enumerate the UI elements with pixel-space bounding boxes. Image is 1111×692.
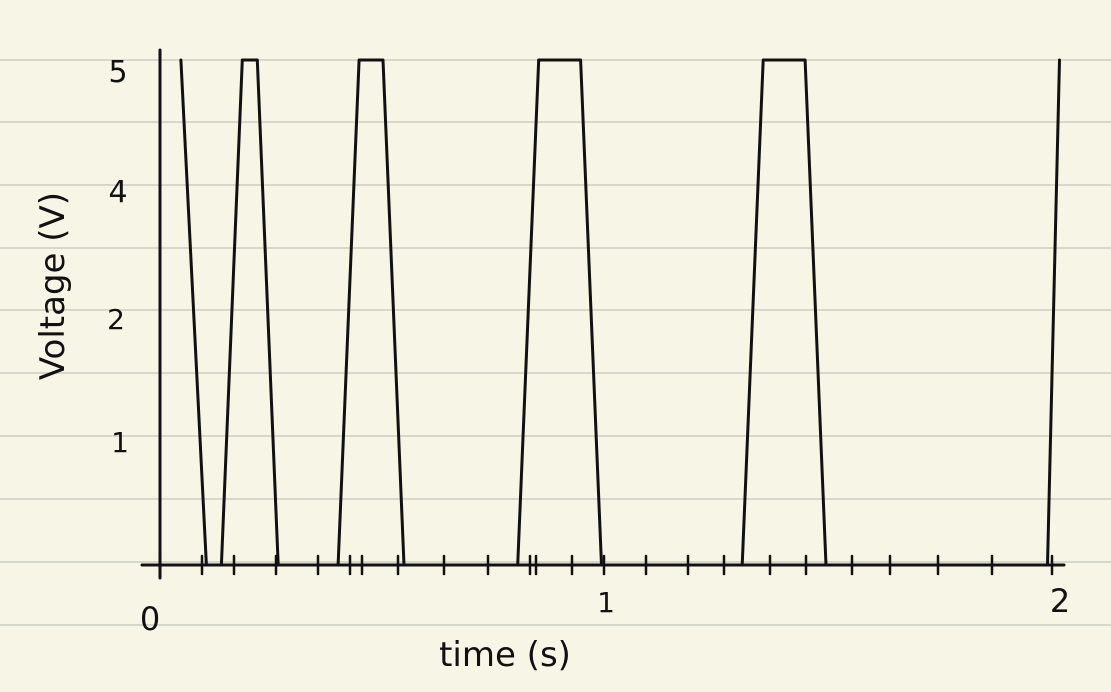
x-minor-ticks xyxy=(158,554,1054,576)
y-tick-label-1: 1 xyxy=(111,426,129,459)
y-tick-label-2: 2 xyxy=(107,303,125,336)
y-axis-title: Voltage (V) xyxy=(33,192,73,380)
x-tick-label-0: 0 xyxy=(140,600,160,638)
x-axis-title: time (s) xyxy=(439,635,571,675)
x-tick-label-2: 2 xyxy=(1050,582,1070,620)
y-tick-label-4: 4 xyxy=(108,175,127,210)
ruled-lines xyxy=(0,59,1111,626)
series-line xyxy=(179,58,1061,567)
y-tick-label-5: 5 xyxy=(108,55,127,90)
x-tick-label-1: 1 xyxy=(597,586,615,619)
